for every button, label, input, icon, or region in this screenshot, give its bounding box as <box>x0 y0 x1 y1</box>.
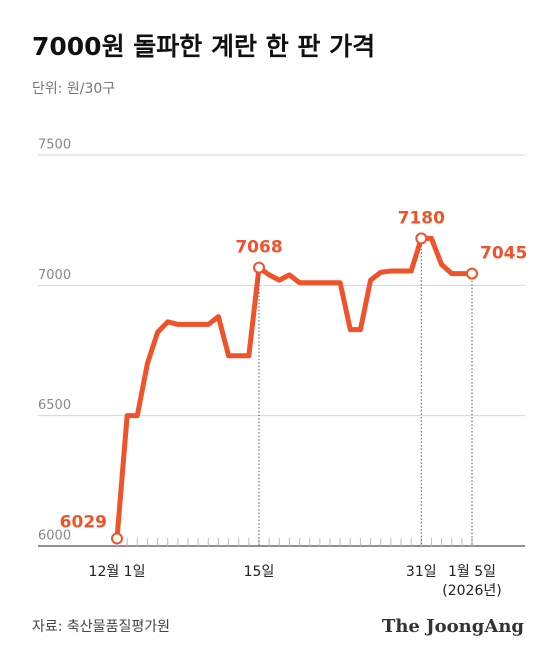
y-tick-label: 6500 <box>38 398 71 413</box>
x-annotation: (2026년) <box>442 583 501 599</box>
chart-subtitle: 단위: 원/30구 <box>32 81 115 97</box>
y-tick-label: 6000 <box>38 529 71 544</box>
x-tick-label: 31일 <box>406 564 437 580</box>
chart-title: 7000원 돌파한 계란 한 판 가격 <box>32 32 375 61</box>
x-tick-label: 15일 <box>244 564 275 580</box>
point <box>415 232 428 245</box>
x-tick-label: 1월 5일 <box>448 564 496 580</box>
point <box>111 532 123 545</box>
source: 자료: 축산물품질평가원 <box>32 619 170 635</box>
data-label: 7068 <box>235 238 282 258</box>
x-tick-label: 12월 1일 <box>89 564 146 580</box>
data-label: 7045 <box>480 244 527 264</box>
brand: The JoongAng <box>382 616 524 637</box>
data-label: 7180 <box>398 208 445 228</box>
point <box>466 267 478 280</box>
line <box>114 235 472 539</box>
data-label: 6029 <box>60 512 107 532</box>
y-tick-label: 7500 <box>38 138 71 153</box>
y-tick-label: 7000 <box>38 268 71 283</box>
point <box>253 261 265 274</box>
